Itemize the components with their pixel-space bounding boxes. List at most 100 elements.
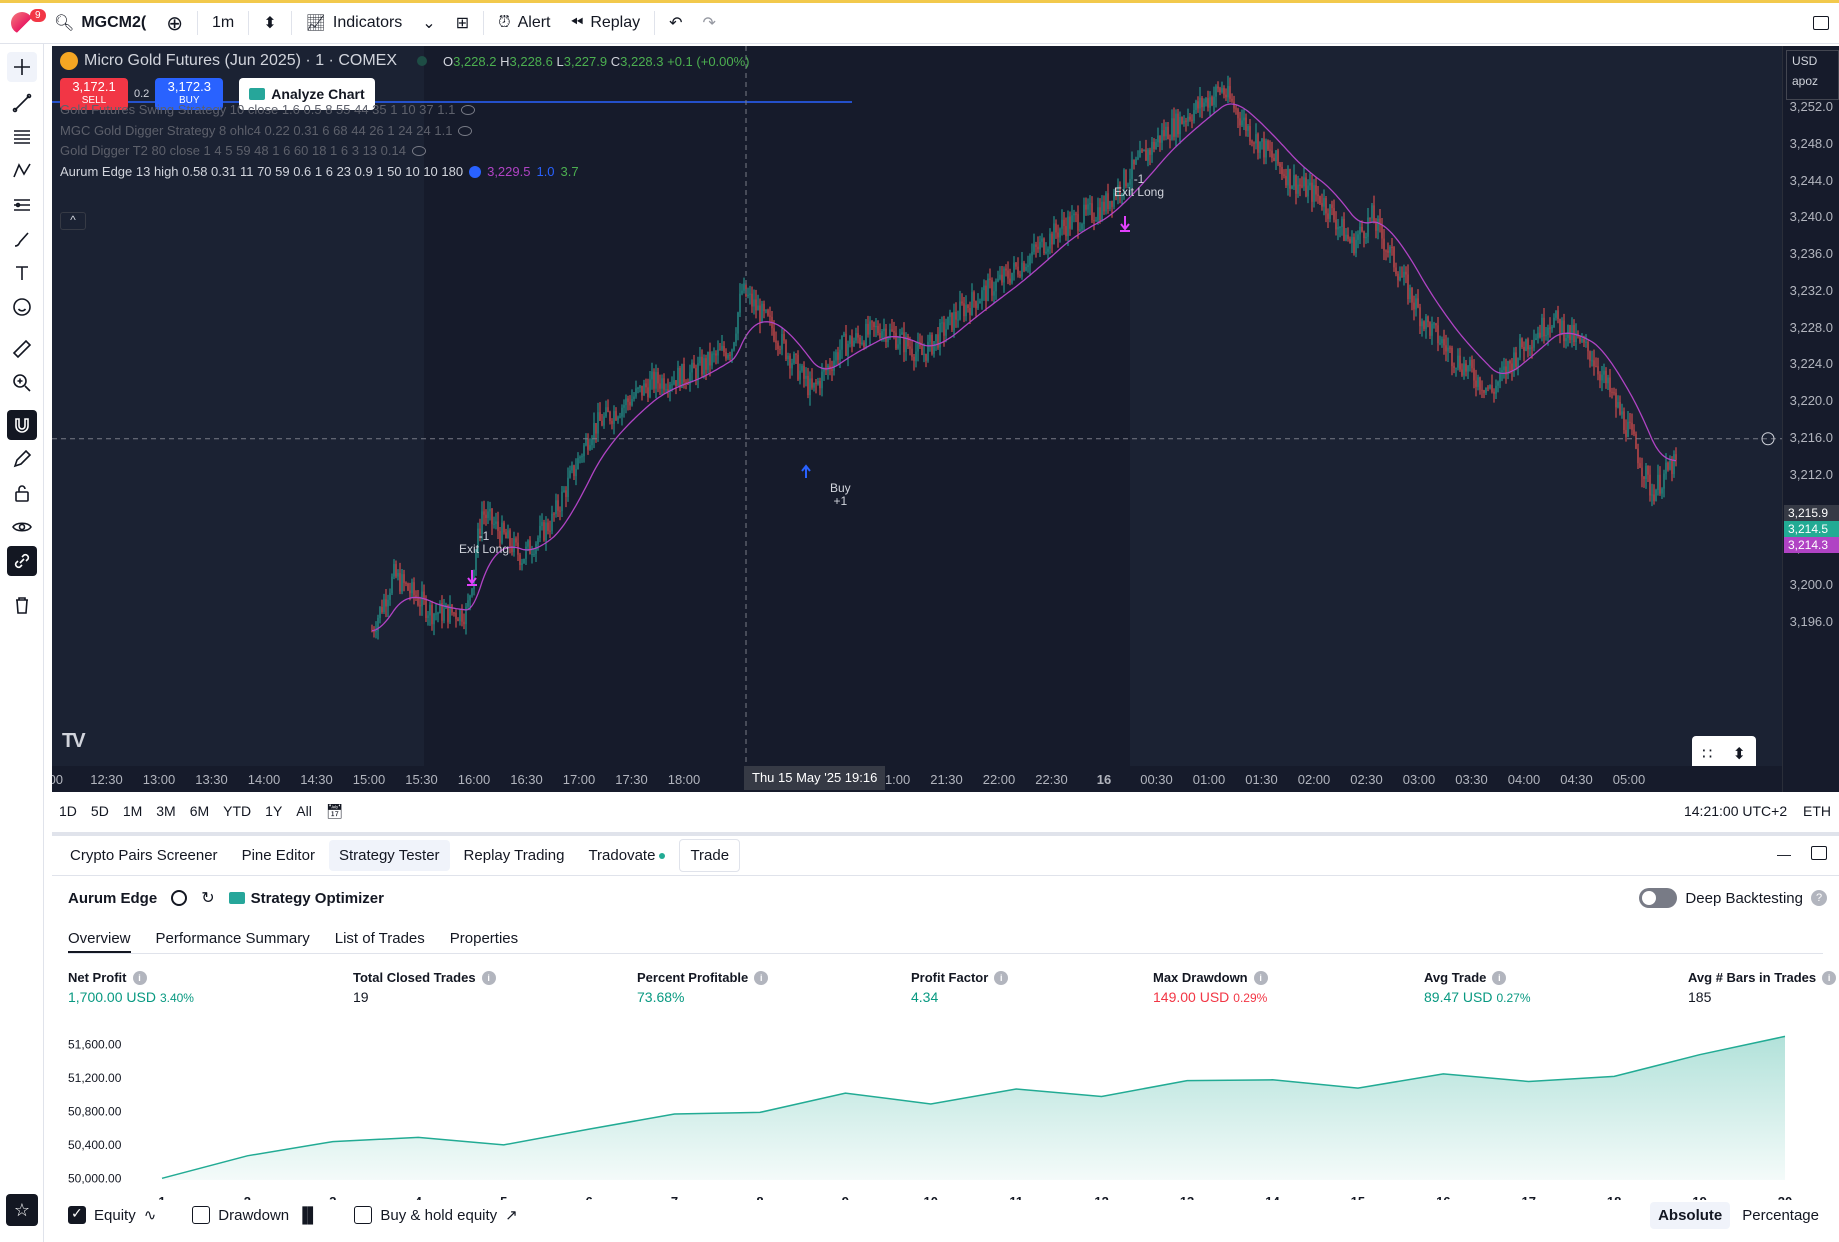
tab-tradovate[interactable]: Tradovate: [578, 840, 675, 871]
subtab-list-of-trades[interactable]: List of Trades: [334, 930, 425, 947]
goto-date-button[interactable]: 📅︎: [319, 803, 351, 820]
range-ytd[interactable]: YTD: [223, 803, 252, 819]
crosshair-time-tag: Thu 15 May '25 19:16: [744, 766, 886, 790]
remove-drawings-tool[interactable]: [7, 590, 37, 620]
tab-replay-trading[interactable]: Replay Trading: [463, 847, 565, 864]
indicators-button[interactable]: 📈︎ Indicators: [296, 6, 413, 40]
clock-label[interactable]: 14:21:00 UTC+2: [1683, 803, 1788, 819]
strategy-legend-aurum[interactable]: Aurum Edge 13 high 0.58 0.31 11 70 59 0.…: [60, 164, 579, 179]
layouts-button[interactable]: ⊞: [446, 6, 479, 40]
compare-button[interactable]: ⊕: [156, 6, 193, 40]
range-1y[interactable]: 1Y: [265, 803, 283, 819]
emoji-tool[interactable]: [7, 292, 37, 322]
eye-hidden-icon[interactable]: [461, 104, 476, 115]
eye-hidden-icon[interactable]: [411, 145, 426, 156]
analyze-chart-button[interactable]: Analyze Chart: [239, 78, 375, 110]
text-tool[interactable]: [7, 258, 37, 288]
drawing-mode-tool[interactable]: [7, 444, 37, 474]
tab-trade[interactable]: Trade: [679, 839, 741, 872]
price-scale[interactable]: 3,252.0 3,248.0 3,244.0 3,240.0 3,236.0 3,232…: [1782, 46, 1839, 792]
alert-button[interactable]: ⏰︎ Alert: [488, 6, 560, 40]
range-1m[interactable]: 1M: [122, 803, 143, 819]
collapse-legend-button[interactable]: ^: [60, 212, 86, 230]
strategy-optimizer-button[interactable]: Strategy Optimizer: [228, 890, 384, 907]
magnet-tool[interactable]: [7, 410, 37, 440]
strategy-legend-3[interactable]: Gold Digger T2 80 close 1 4 5 59 48 1 6 …: [60, 143, 426, 158]
equity-toggle[interactable]: Equity∿: [68, 1205, 156, 1224]
lock-tool[interactable]: [7, 478, 37, 508]
tab-pine-editor[interactable]: Pine Editor: [241, 847, 315, 864]
brush-tool[interactable]: [7, 224, 37, 254]
deep-backtesting-label: Deep Backtesting: [1685, 889, 1803, 907]
time-axis[interactable]: :00 12:30 13:00 13:30 14:00 14:30 15:00 15:30 16…: [52, 766, 1782, 792]
price-chart[interactable]: Micro Gold Futures (Jun 2025) · 1 · COME…: [52, 46, 1839, 792]
ruler-tool[interactable]: [7, 334, 37, 364]
price-tick-label: 3,240.0: [1789, 209, 1833, 225]
strategy-settings-icon[interactable]: [469, 165, 482, 178]
info-icon[interactable]: i: [481, 970, 496, 985]
help-icon[interactable]: ?: [1811, 890, 1827, 906]
drawdown-toggle[interactable]: Drawdown ▐▌: [192, 1206, 318, 1224]
hide-tool[interactable]: [7, 512, 37, 542]
info-icon[interactable]: i: [994, 970, 1009, 985]
info-icon[interactable]: i: [754, 970, 769, 985]
sell-button[interactable]: 3,172.1 SELL: [60, 78, 128, 110]
indicators-label: Indicators: [332, 14, 403, 31]
crosshair-tool[interactable]: [7, 52, 37, 82]
forecast-tool[interactable]: [7, 190, 37, 220]
tab-strategy-tester[interactable]: Strategy Tester: [328, 840, 450, 871]
fullscreen-button[interactable]: [1803, 6, 1839, 40]
subtab-overview[interactable]: Overview: [68, 924, 131, 953]
fib-tool[interactable]: [7, 122, 37, 152]
currency-selector[interactable]: USD apoz: [1786, 50, 1839, 100]
strategy-legend-1[interactable]: Gold Futures Swing Strategy 10 close 1.6…: [60, 102, 476, 117]
range-all[interactable]: All: [296, 803, 312, 819]
info-icon[interactable]: i: [1822, 970, 1837, 985]
buy-button[interactable]: 3,172.3 BUY: [155, 78, 224, 110]
equity-checkbox[interactable]: [68, 1205, 86, 1224]
reload-icon[interactable]: ↻: [201, 890, 215, 907]
user-avatar[interactable]: 9: [0, 6, 46, 40]
favorites-star-icon[interactable]: ☆: [6, 1194, 38, 1226]
trendline-tool[interactable]: [7, 88, 37, 118]
strategy-legend-2[interactable]: MGC Gold Digger Strategy 8 ohlc4 0.22 0.…: [60, 123, 473, 138]
subtab-properties[interactable]: Properties: [449, 930, 519, 947]
equity-chart[interactable]: 51,600.00 51,200.00 50,800.00 50,400.00 50,0…: [52, 1018, 1839, 1200]
info-icon[interactable]: i: [1492, 970, 1507, 985]
minimize-icon[interactable]: —: [1777, 846, 1791, 862]
redo-button[interactable]: ↷: [693, 6, 726, 40]
chart-type-button[interactable]: ⬍: [253, 6, 286, 40]
buy-hold-toggle[interactable]: Buy & hold equity ↗: [354, 1206, 518, 1224]
link-tool[interactable]: [7, 546, 37, 576]
deep-backtesting-toggle[interactable]: [1639, 888, 1678, 908]
pattern-tool[interactable]: [7, 156, 37, 186]
session-label[interactable]: ETH: [1803, 803, 1831, 819]
percentage-button[interactable]: Percentage: [1742, 1207, 1819, 1224]
drawdown-checkbox[interactable]: [192, 1206, 211, 1224]
interval-button[interactable]: 1m: [211, 14, 235, 31]
tab-crypto-screener[interactable]: Crypto Pairs Screener: [70, 847, 218, 864]
strategy-name[interactable]: Aurum Edge: [68, 889, 158, 907]
indicators-dropdown[interactable]: ⌄: [412, 6, 445, 40]
zoom-tool[interactable]: [7, 368, 37, 398]
subtab-performance-summary[interactable]: Performance Summary: [155, 930, 310, 947]
buy-hold-checkbox[interactable]: [354, 1206, 373, 1224]
info-icon[interactable]: i: [132, 970, 147, 985]
ruler-icon: [12, 339, 32, 359]
info-icon[interactable]: i: [1253, 970, 1268, 985]
replay-button[interactable]: ⏪︎ Replay: [561, 6, 651, 40]
range-5d[interactable]: 5D: [90, 803, 109, 819]
range-3m[interactable]: 3M: [156, 803, 176, 819]
range-1d[interactable]: 1D: [59, 803, 77, 819]
add-alert-icon[interactable]: [1761, 432, 1775, 446]
eye-hidden-icon[interactable]: [458, 125, 473, 136]
time-tick-label: 05:00: [1612, 772, 1646, 787]
undo-button[interactable]: ↶: [659, 6, 692, 40]
range-6m[interactable]: 6M: [189, 803, 210, 819]
gear-icon[interactable]: [171, 890, 188, 906]
maximize-icon[interactable]: [1811, 846, 1827, 860]
absolute-button[interactable]: Absolute: [1650, 1202, 1731, 1229]
symbol-search[interactable]: 🔍︎ MGCM2(: [44, 6, 156, 40]
time-tick-label: 02:00: [1297, 772, 1331, 787]
trash-icon: [16, 597, 28, 614]
